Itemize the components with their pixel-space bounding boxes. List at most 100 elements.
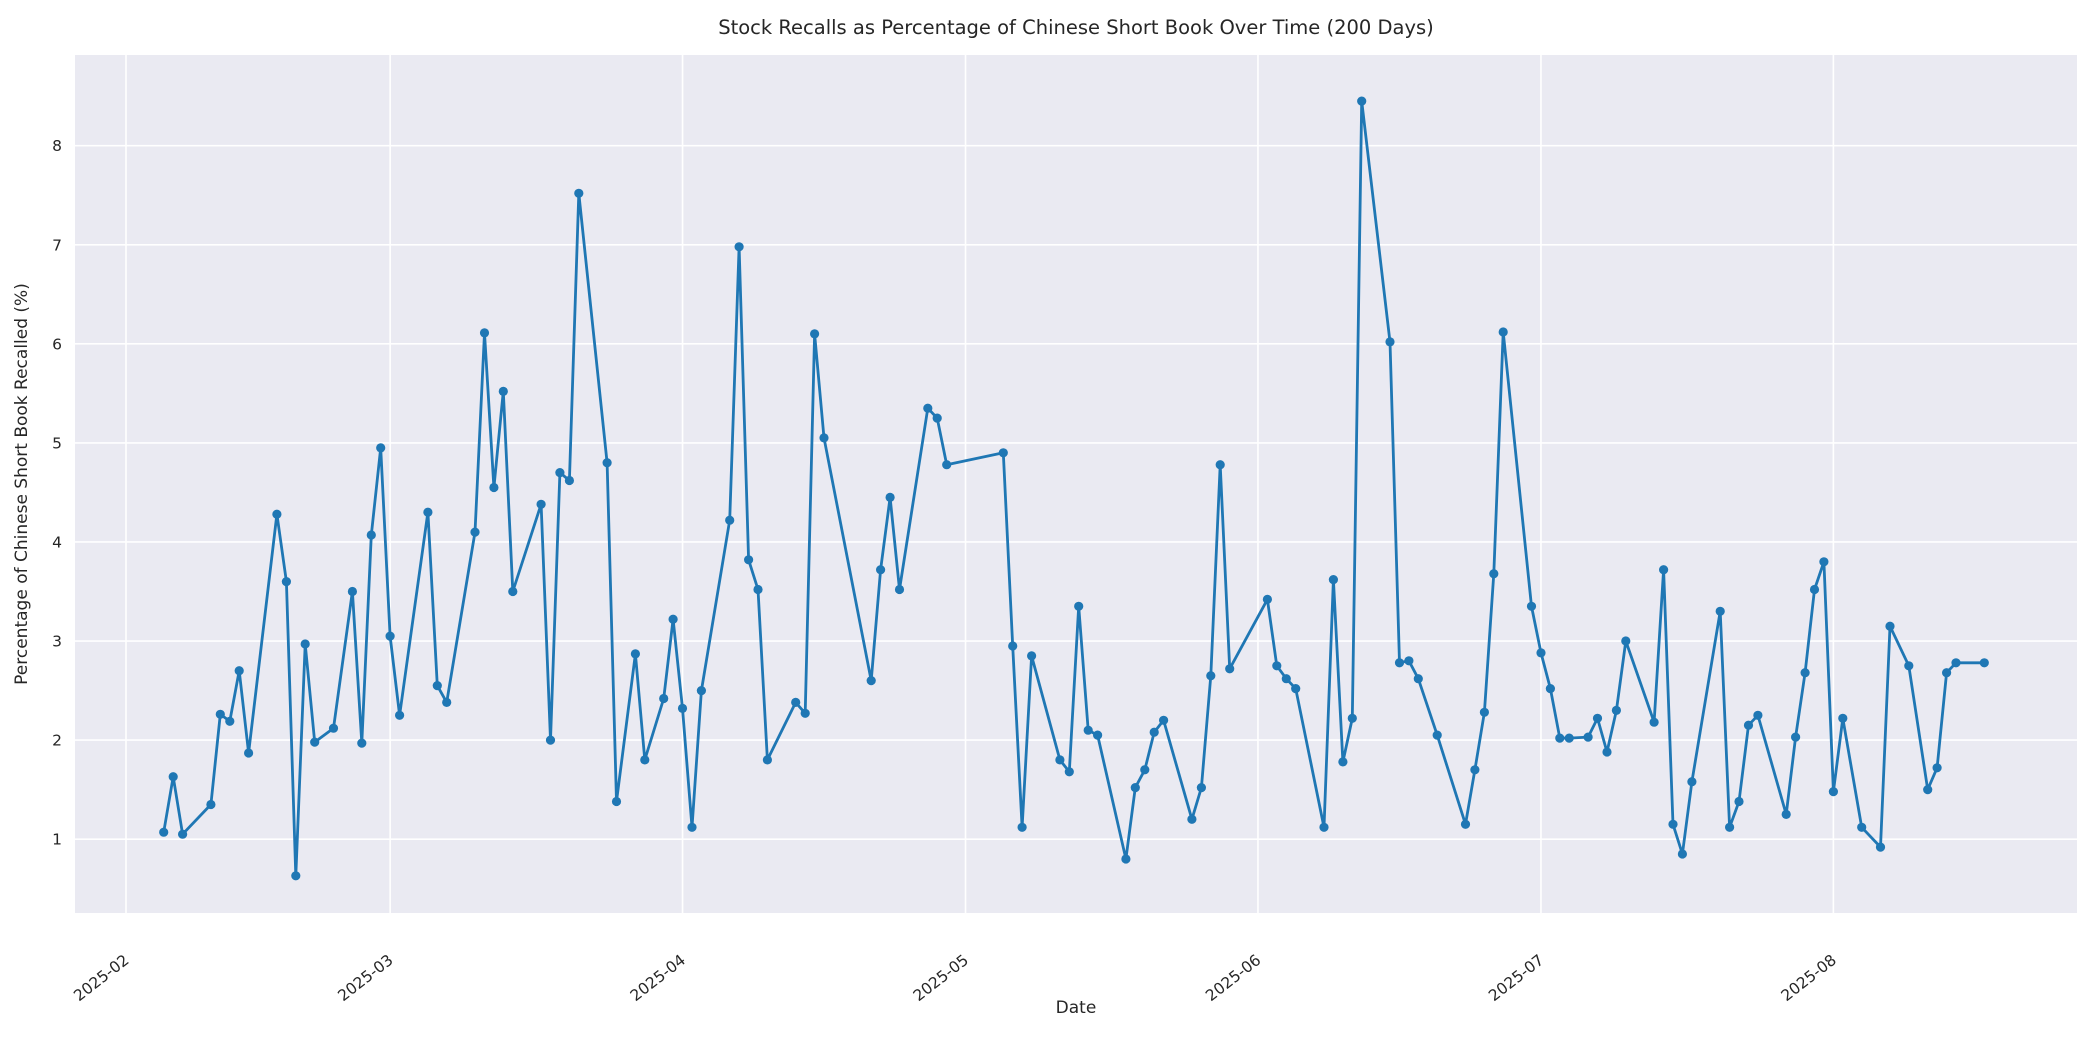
data-point	[244, 748, 254, 758]
data-point	[545, 735, 556, 745]
data-point	[1942, 668, 1952, 678]
data-point	[1734, 796, 1744, 807]
data-point	[1093, 730, 1103, 740]
data-point	[659, 693, 669, 704]
data-point	[536, 499, 546, 509]
data-point	[1602, 747, 1612, 757]
data-point	[291, 871, 301, 881]
data-point	[498, 386, 508, 396]
y-tick-label: 7	[52, 236, 62, 254]
data-point	[178, 829, 188, 839]
data-point	[1281, 674, 1291, 684]
data-point	[1951, 658, 1961, 668]
data-point	[479, 328, 490, 338]
data-point	[1413, 674, 1423, 684]
data-point	[1555, 733, 1565, 743]
data-point	[1027, 651, 1037, 661]
data-point	[1083, 725, 1093, 735]
x-tick-label: 2025-04	[627, 951, 689, 1005]
y-axis-label: Percentage of Chinese Short Book Recalle…	[12, 283, 32, 685]
y-tick-label: 3	[52, 633, 62, 651]
data-point	[1932, 763, 1942, 773]
data-point	[574, 188, 584, 198]
data-point	[1743, 720, 1754, 730]
data-point	[1338, 757, 1348, 767]
data-point	[489, 482, 499, 493]
data-point	[1262, 594, 1272, 605]
data-point	[668, 614, 678, 624]
y-tick-label: 4	[52, 533, 62, 551]
data-point	[1498, 327, 1508, 337]
data-point	[1206, 671, 1216, 681]
data-point	[1196, 783, 1206, 793]
data-point	[1319, 822, 1329, 832]
x-axis-label: Date	[1056, 998, 1097, 1018]
data-point	[1753, 710, 1763, 720]
data-point	[470, 527, 480, 537]
data-point	[876, 565, 886, 575]
x-tick-label: 2025-05	[910, 951, 972, 1005]
data-point	[1885, 621, 1895, 631]
data-point	[1159, 715, 1169, 725]
data-point	[310, 737, 320, 747]
data-point	[555, 468, 565, 478]
data-point	[432, 681, 442, 691]
x-tick-label: 2025-02	[70, 951, 132, 1005]
data-point	[1659, 565, 1669, 575]
data-point	[1828, 787, 1838, 797]
data-point	[564, 475, 575, 486]
data-point	[1875, 842, 1886, 852]
y-axis-tick-labels: 1 2 3 4 5 6 7 8	[52, 137, 62, 848]
data-point	[1074, 601, 1084, 611]
data-point	[810, 329, 820, 339]
data-point	[1979, 658, 1989, 668]
x-tick-label: 2025-03	[334, 951, 396, 1005]
data-point	[1592, 713, 1603, 723]
data-point	[819, 433, 829, 443]
data-point	[1781, 809, 1791, 820]
data-point	[602, 458, 612, 468]
data-point	[357, 738, 367, 748]
data-point	[1809, 584, 1820, 595]
data-point	[1055, 755, 1065, 765]
data-point	[1791, 732, 1801, 742]
data-point	[272, 509, 282, 519]
data-point	[215, 709, 225, 719]
data-point	[442, 697, 452, 708]
data-point	[687, 822, 697, 832]
data-point	[1819, 557, 1829, 567]
chart-title: Stock Recalls as Percentage of Chinese S…	[718, 16, 1434, 39]
data-series	[159, 96, 1989, 881]
data-point	[640, 755, 650, 765]
data-point	[744, 555, 754, 565]
data-point	[1545, 684, 1555, 694]
data-point	[1564, 733, 1574, 743]
data-point	[1187, 814, 1197, 824]
data-point	[347, 586, 357, 597]
x-tick-label: 2025-06	[1202, 951, 1264, 1005]
y-tick-label: 1	[52, 831, 62, 849]
data-point	[1064, 767, 1074, 777]
data-point	[630, 649, 641, 659]
data-point	[1130, 783, 1140, 793]
data-point	[1149, 727, 1159, 737]
y-tick-label: 6	[52, 335, 62, 353]
data-point	[1328, 575, 1338, 585]
data-point	[423, 507, 433, 517]
data-point	[1225, 664, 1235, 674]
data-point	[885, 492, 895, 502]
y-tick-label: 5	[52, 434, 62, 452]
data-point	[696, 686, 707, 696]
data-point	[1536, 648, 1546, 658]
data-point	[168, 772, 178, 782]
data-point	[1385, 337, 1395, 347]
data-point	[800, 708, 810, 718]
x-axis-tick-labels: 2025-02 2025-03 2025-04 2025-05 2025-06 2025-…	[70, 951, 1839, 1005]
data-point	[1404, 656, 1414, 666]
data-point	[1215, 460, 1225, 470]
data-point	[1470, 765, 1480, 775]
data-point	[1583, 732, 1593, 742]
data-point	[1008, 641, 1018, 651]
